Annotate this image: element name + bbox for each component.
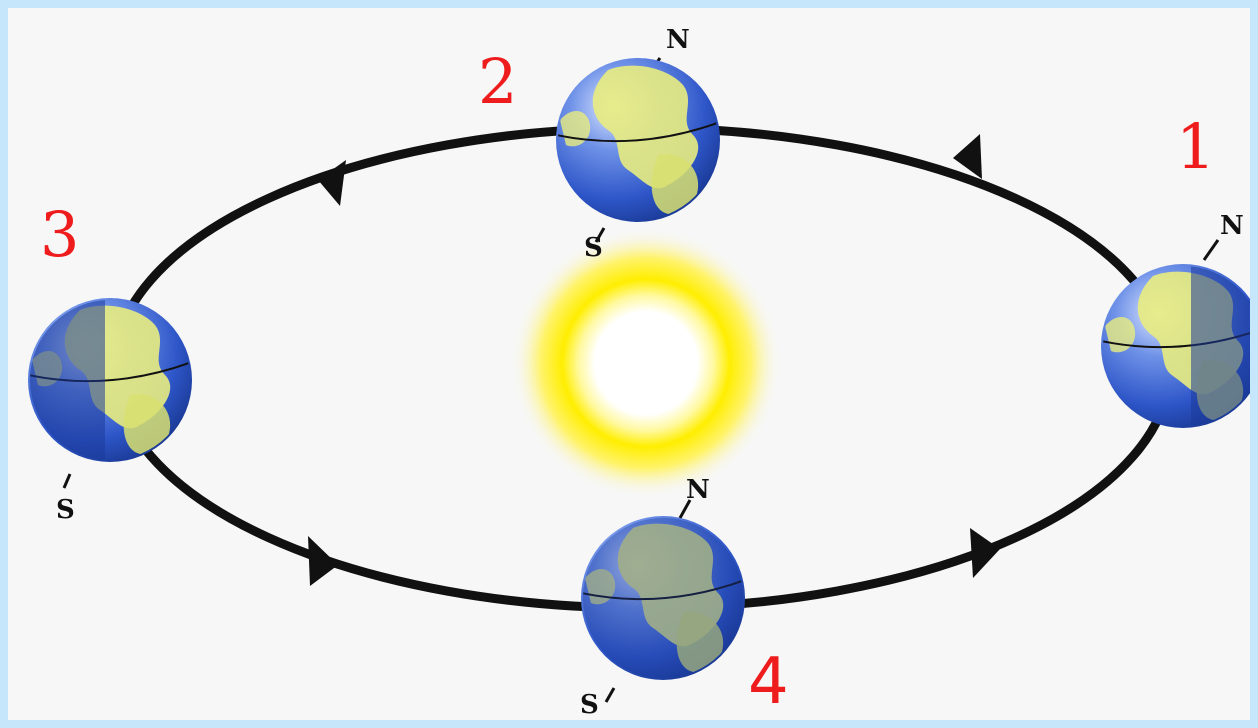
- earth-position-4: [581, 516, 745, 680]
- position-label-3: 3: [40, 198, 79, 271]
- south-pole-label: S: [56, 495, 75, 525]
- north-pole-label: N: [666, 25, 690, 55]
- orbit-direction-arrow-icon: [308, 536, 338, 586]
- earth-axis: [1202, 239, 1220, 261]
- earth-globe-icon: [556, 58, 720, 222]
- north-pole-label: N: [686, 475, 710, 505]
- north-pole-label: N: [1220, 211, 1244, 241]
- earth-axis: [678, 499, 692, 519]
- orbit-arrows: [308, 134, 1000, 586]
- south-pole-label: S: [584, 233, 603, 263]
- position-label-4: 4: [748, 645, 789, 719]
- sun-icon: [511, 228, 781, 498]
- orbit-direction-arrow-icon: [970, 528, 1000, 578]
- south-pole-label: S: [580, 690, 599, 720]
- earth-position-3: [28, 298, 192, 462]
- earth-axis: [604, 687, 616, 703]
- earth-axis: [62, 473, 72, 489]
- earth-axis: [594, 227, 606, 243]
- position-label-1: 1: [1176, 110, 1215, 183]
- orbit-direction-arrow-icon: [953, 134, 982, 179]
- earth-globe-icon: [1101, 264, 1250, 428]
- earth-globe-icon: [28, 298, 192, 462]
- sun: [511, 228, 781, 498]
- earth-globe-icon: [581, 516, 745, 680]
- earth-position-1: [1101, 264, 1250, 428]
- earth-position-2: [556, 58, 720, 222]
- orbit-direction-arrow-icon: [318, 160, 346, 206]
- position-label-2: 2: [478, 45, 517, 118]
